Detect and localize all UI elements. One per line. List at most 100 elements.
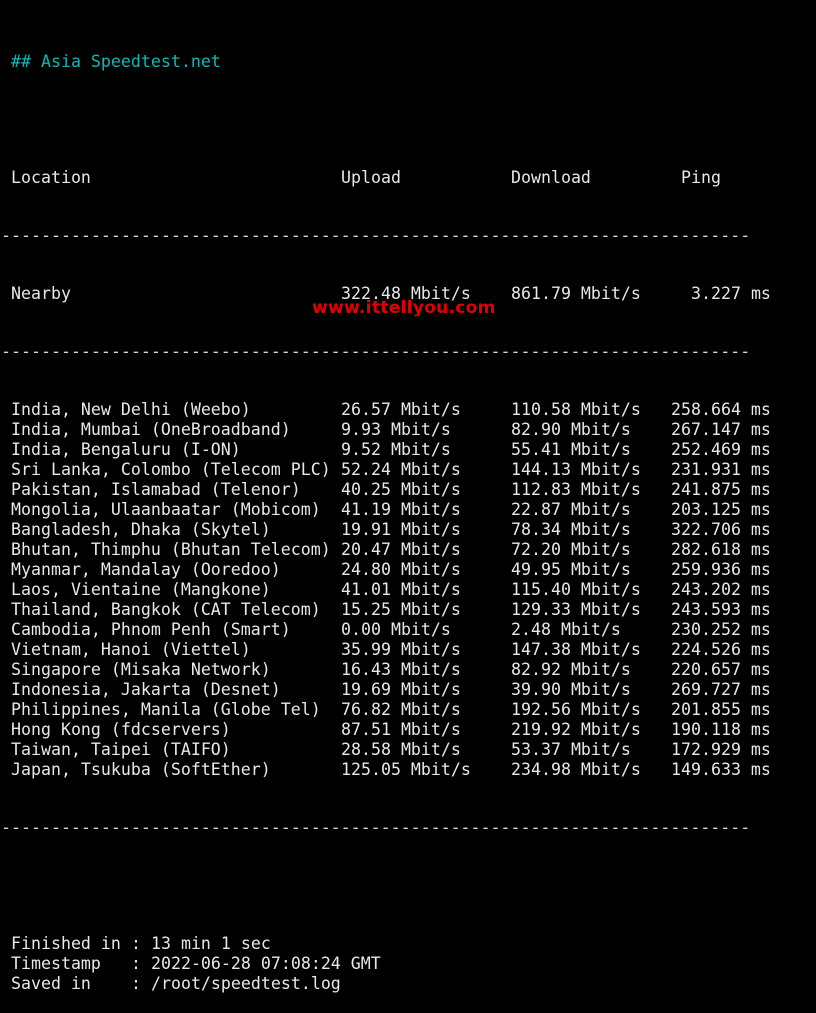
table-row: Hong Kong (fdcservers) 87.51 Mbit/s 219.92…	[1, 720, 771, 740]
table-row: Sri Lanka, Colombo (Telecom PLC) 52.24 Mb…	[1, 460, 771, 480]
row-download: 112.83 Mbit/s	[511, 480, 641, 499]
row-location: Thailand, Bangkok (CAT Telecom)	[11, 600, 321, 619]
table-row: Bangladesh, Dhaka (Skytel) 19.91 Mbit/s 78…	[1, 520, 771, 540]
row-ping: 282.618 ms	[671, 540, 771, 559]
row-ping: 203.125 ms	[671, 500, 771, 519]
row-location: Vietnam, Hanoi (Viettel)	[11, 640, 251, 659]
row-ping: 172.929 ms	[671, 740, 771, 759]
row-upload: 28.58 Mbit/s	[341, 740, 461, 759]
row-ping: 230.252 ms	[671, 620, 771, 639]
summary-colon: :	[131, 974, 151, 993]
row-download: 234.98 Mbit/s	[511, 760, 641, 779]
row-download: 55.41 Mbit/s	[511, 440, 631, 459]
row-download: 110.58 Mbit/s	[511, 400, 641, 419]
header-ping: Ping	[681, 168, 721, 187]
nearby-row: Nearby 322.48 Mbit/s 861.79 Mbit/s 3.227…	[1, 284, 771, 304]
row-upload: 16.43 Mbit/s	[341, 660, 461, 679]
row-upload: 24.80 Mbit/s	[341, 560, 461, 579]
table-row: Philippines, Manila (Globe Tel) 76.82 Mbi…	[1, 700, 771, 720]
row-upload: 19.69 Mbit/s	[341, 680, 461, 699]
row-ping: 243.593 ms	[671, 600, 771, 619]
row-ping: 322.706 ms	[671, 520, 771, 539]
row-location: Indonesia, Jakarta (Desnet)	[11, 680, 281, 699]
table-row: Mongolia, Ulaanbaatar (Mobicom) 41.19 Mbi…	[1, 500, 771, 520]
separator: ----------------------------------------…	[1, 226, 751, 245]
nearby-download: 861.79 Mbit/s	[511, 284, 641, 303]
row-upload: 19.91 Mbit/s	[341, 520, 461, 539]
row-location: Hong Kong (fdcservers)	[11, 720, 231, 739]
summary-line: Finished in: 13 min 1 sec	[1, 934, 771, 954]
row-location: Philippines, Manila (Globe Tel)	[11, 700, 321, 719]
row-download: 78.34 Mbit/s	[511, 520, 631, 539]
row-ping: 224.526 ms	[671, 640, 771, 659]
header-download: Download	[511, 168, 591, 187]
row-location: Singapore (Misaka Network)	[11, 660, 271, 679]
row-location: Bangladesh, Dhaka (Skytel)	[11, 520, 271, 539]
table-row: Japan, Tsukuba (SoftEther) 125.05 Mbit/s 2…	[1, 760, 771, 780]
row-ping: 259.936 ms	[671, 560, 771, 579]
row-upload: 87.51 Mbit/s	[341, 720, 461, 739]
row-ping: 258.664 ms	[671, 400, 771, 419]
section-title: ## Asia Speedtest.net	[11, 52, 221, 71]
row-ping: 241.875 ms	[671, 480, 771, 499]
row-download: 129.33 Mbit/s	[511, 600, 641, 619]
row-ping: 149.633 ms	[671, 760, 771, 779]
table-row: Cambodia, Phnom Penh (Smart) 0.00 Mbit/s 2…	[1, 620, 771, 640]
row-download: 39.90 Mbit/s	[511, 680, 631, 699]
row-location: India, Mumbai (OneBroadband)	[11, 420, 291, 439]
row-location: Mongolia, Ulaanbaatar (Mobicom)	[11, 500, 321, 519]
table-row: Indonesia, Jakarta (Desnet) 19.69 Mbit/s 3…	[1, 680, 771, 700]
watermark: www.ittellyou.com	[312, 298, 496, 318]
row-download: 82.92 Mbit/s	[511, 660, 631, 679]
summary-label: Saved in	[11, 974, 91, 993]
row-download: 147.38 Mbit/s	[511, 640, 641, 659]
row-location: Laos, Vientaine (Mangkone)	[11, 580, 271, 599]
row-download: 2.48 Mbit/s	[511, 620, 621, 639]
row-upload: 9.52 Mbit/s	[341, 440, 451, 459]
nearby-ping: 3.227 ms	[691, 284, 771, 303]
nearby-upload: 322.48 Mbit/s	[341, 284, 471, 303]
row-location: Japan, Tsukuba (SoftEther)	[11, 760, 271, 779]
row-ping: 267.147 ms	[671, 420, 771, 439]
row-upload: 41.19 Mbit/s	[341, 500, 461, 519]
row-ping: 252.469 ms	[671, 440, 771, 459]
row-location: Sri Lanka, Colombo (Telecom PLC)	[11, 460, 331, 479]
row-location: India, Bengaluru (I-ON)	[11, 440, 241, 459]
row-download: 115.40 Mbit/s	[511, 580, 641, 599]
row-upload: 15.25 Mbit/s	[341, 600, 461, 619]
table-row: India, Mumbai (OneBroadband) 9.93 Mbit/s 8…	[1, 420, 771, 440]
table-row: Laos, Vientaine (Mangkone) 41.01 Mbit/s 11…	[1, 580, 771, 600]
summary-value: 2022-06-28 07:08:24 GMT	[150, 954, 381, 973]
row-download: 72.20 Mbit/s	[511, 540, 631, 559]
row-upload: 125.05 Mbit/s	[341, 760, 471, 779]
table-row: Vietnam, Hanoi (Viettel) 35.99 Mbit/s 147.…	[1, 640, 771, 660]
row-ping: 243.202 ms	[671, 580, 771, 599]
summary-value: 13 min 1 sec	[150, 934, 271, 953]
row-download: 49.95 Mbit/s	[511, 560, 631, 579]
row-ping: 201.855 ms	[671, 700, 771, 719]
row-upload: 0.00 Mbit/s	[341, 620, 451, 639]
row-download: 53.37 Mbit/s	[511, 740, 631, 759]
row-upload: 35.99 Mbit/s	[341, 640, 461, 659]
row-download: 144.13 Mbit/s	[511, 460, 641, 479]
table-row: India, Bengaluru (I-ON) 9.52 Mbit/s 55.41 …	[1, 440, 771, 460]
row-location: Taiwan, Taipei (TAIFO)	[11, 740, 231, 759]
row-location: Pakistan, Islamabad (Telenor)	[11, 480, 301, 499]
row-upload: 41.01 Mbit/s	[341, 580, 461, 599]
summary-label: Timestamp	[11, 954, 101, 973]
summary-colon: :	[131, 954, 151, 973]
row-upload: 40.25 Mbit/s	[341, 480, 461, 499]
row-ping: 231.931 ms	[671, 460, 771, 479]
table-row: Taiwan, Taipei (TAIFO) 28.58 Mbit/s 53.37 …	[1, 740, 771, 760]
row-location: India, New Delhi (Weebo)	[11, 400, 251, 419]
summary-line: Saved in: /root/speedtest.log	[1, 974, 771, 994]
separator: ----------------------------------------…	[1, 342, 751, 361]
row-upload: 20.47 Mbit/s	[341, 540, 461, 559]
header-upload: Upload	[341, 168, 401, 187]
header-location: Location	[11, 168, 91, 187]
row-location: Cambodia, Phnom Penh (Smart)	[11, 620, 291, 639]
row-download: 22.87 Mbit/s	[511, 500, 631, 519]
row-download: 192.56 Mbit/s	[511, 700, 641, 719]
row-upload: 52.24 Mbit/s	[341, 460, 461, 479]
row-upload: 9.93 Mbit/s	[341, 420, 451, 439]
